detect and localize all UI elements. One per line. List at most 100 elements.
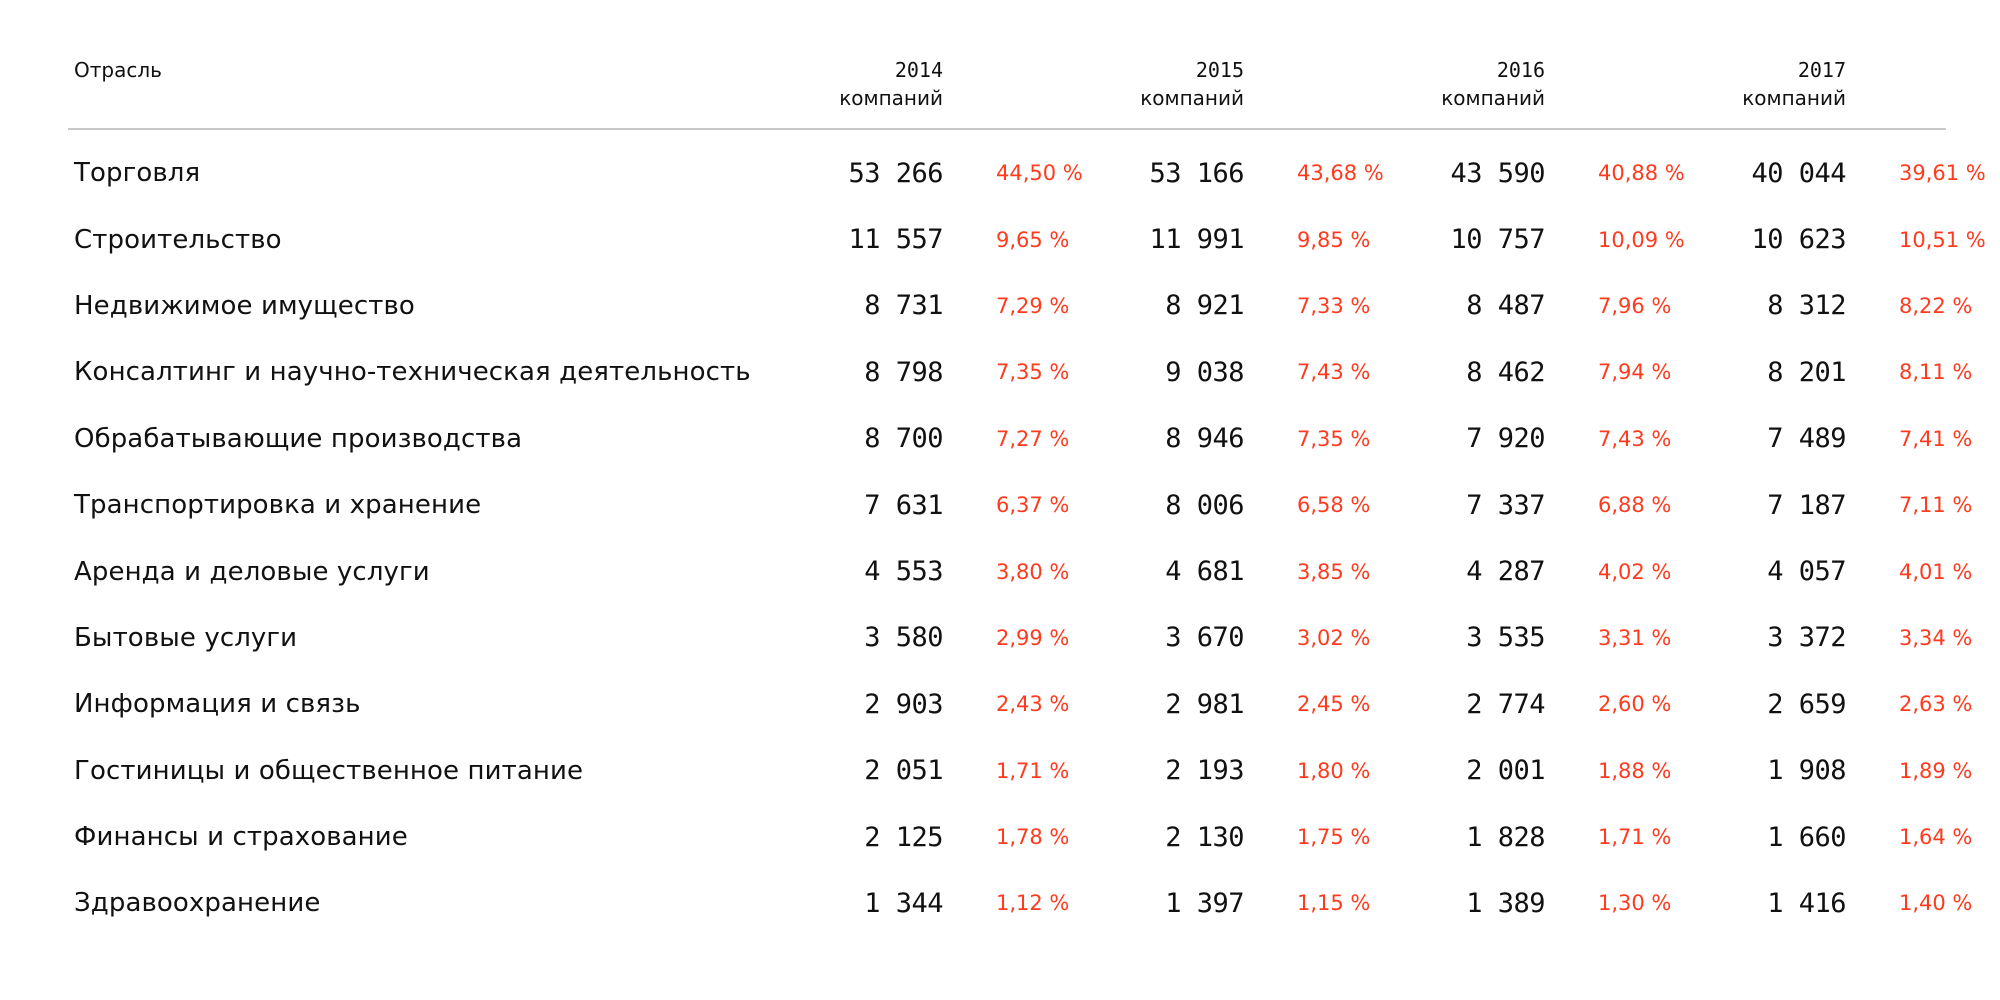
share-percent-2014: 3,80 % [996, 559, 1070, 584]
share-percent-2017: 39,61 % [1899, 161, 1986, 186]
share-percent-2015: 3,02 % [1297, 625, 1371, 650]
share-percent-2016: 10,09 % [1598, 227, 1685, 252]
table-row: Консалтинг и научно-техническая деятельн… [68, 339, 1972, 405]
share-column-header-spacer [943, 56, 1089, 128]
table-row: Недвижимое имущество 8 731 7,29 % 8 921 7,33… [68, 273, 1972, 339]
table-row: Обрабатывающие производства 8 700 7,27 % 8 … [68, 406, 1972, 472]
company-count-2017: 8 312 [1767, 290, 1846, 322]
company-count-2016: 7 920 [1466, 423, 1545, 455]
company-count-2014: 4 553 [864, 556, 943, 588]
share-percent-2017: 1,64 % [1899, 825, 1973, 850]
year-label: 2016 [1496, 58, 1545, 82]
company-count-2016: 8 487 [1466, 290, 1545, 322]
table-row: Аренда и деловые услуги 4 553 3,80 % 4 681 3… [68, 538, 1972, 604]
company-count-2017: 1 908 [1767, 755, 1846, 787]
table-row: Здравоохранение 1 344 1,12 % 1 397 1,15 % 1 3… [68, 870, 1972, 936]
share-percent-2015: 1,80 % [1297, 758, 1371, 783]
share-percent-2016: 7,94 % [1598, 360, 1672, 385]
year-label: 2014 [894, 58, 943, 82]
industry-name: Бытовые услуги [74, 622, 298, 653]
share-percent-2015: 7,43 % [1297, 360, 1371, 385]
share-percent-2016: 40,88 % [1598, 161, 1685, 186]
company-count-2015: 2 981 [1165, 688, 1244, 720]
share-percent-2014: 7,35 % [996, 360, 1070, 385]
company-count-2017: 3 372 [1767, 622, 1846, 654]
share-percent-2017: 7,11 % [1899, 493, 1973, 518]
year-label: 2015 [1195, 58, 1244, 82]
share-percent-2017: 2,63 % [1899, 692, 1973, 717]
industry-name: Консалтинг и научно-техническая деятельн… [74, 357, 751, 388]
share-percent-2017: 1,89 % [1899, 758, 1973, 783]
industry-name: Обрабатывающие производства [74, 423, 523, 454]
industry-table: Отрасль 2014 компаний 2015 компаний 2016… [68, 56, 1986, 937]
company-count-2016: 3 535 [1466, 622, 1545, 654]
share-percent-2014: 1,78 % [996, 825, 1070, 850]
share-percent-2016: 1,30 % [1598, 891, 1672, 916]
company-count-2016: 1 389 [1466, 887, 1545, 919]
industry-name: Информация и связь [74, 689, 361, 720]
share-percent-2014: 1,12 % [996, 891, 1070, 916]
industry-name: Здравоохранение [74, 888, 321, 919]
share-percent-2016: 4,02 % [1598, 559, 1672, 584]
industry-column-header: Отрасль [74, 58, 162, 82]
unit-label: компаний [1441, 86, 1545, 110]
company-count-2017: 40 044 [1751, 157, 1846, 189]
share-percent-2017: 8,11 % [1899, 360, 1973, 385]
company-count-2015: 1 397 [1165, 887, 1244, 919]
company-count-2015: 4 681 [1165, 556, 1244, 588]
year-label: 2017 [1797, 58, 1846, 82]
share-percent-2017: 10,51 % [1899, 227, 1986, 252]
share-percent-2015: 43,68 % [1297, 161, 1384, 186]
industry-name: Торговля [74, 158, 201, 189]
share-percent-2017: 3,34 % [1899, 625, 1973, 650]
share-percent-2017: 4,01 % [1899, 559, 1973, 584]
company-count-2016: 2 774 [1466, 688, 1545, 720]
share-percent-2014: 7,27 % [996, 426, 1070, 451]
company-count-2015: 8 921 [1165, 290, 1244, 322]
share-percent-2014: 9,65 % [996, 227, 1070, 252]
share-column-header-spacer [1244, 56, 1390, 128]
industry-name: Гостиницы и общественное питание [74, 755, 584, 786]
company-count-2017: 7 489 [1767, 423, 1846, 455]
table-row: Гостиницы и общественное питание 2 051 1,7… [68, 738, 1972, 804]
share-percent-2016: 1,71 % [1598, 825, 1672, 850]
company-count-2014: 7 631 [864, 489, 943, 521]
company-count-2016: 43 590 [1450, 157, 1545, 189]
table-row: Торговля 53 266 44,50 % 53 166 43,68 % 43 590… [68, 140, 1986, 206]
share-percent-2015: 9,85 % [1297, 227, 1371, 252]
industry-name: Недвижимое имущество [74, 290, 415, 321]
unit-label: компаний [1140, 86, 1244, 110]
company-count-2016: 7 337 [1466, 489, 1545, 521]
company-count-2014: 3 580 [864, 622, 943, 654]
company-count-2014: 2 125 [864, 821, 943, 853]
company-count-2015: 53 166 [1149, 157, 1244, 189]
company-count-2017: 1 416 [1767, 887, 1846, 919]
company-count-2015: 2 130 [1165, 821, 1244, 853]
company-count-2017: 8 201 [1767, 356, 1846, 388]
share-percent-2014: 44,50 % [996, 161, 1083, 186]
share-percent-2016: 6,88 % [1598, 493, 1672, 518]
share-percent-2015: 3,85 % [1297, 559, 1371, 584]
company-count-2016: 2 001 [1466, 755, 1545, 787]
share-percent-2015: 1,75 % [1297, 825, 1371, 850]
share-percent-2015: 7,35 % [1297, 426, 1371, 451]
company-count-2017: 7 187 [1767, 489, 1846, 521]
share-percent-2014: 7,29 % [996, 293, 1070, 318]
industry-name: Финансы и страхование [74, 822, 408, 853]
company-count-2016: 1 828 [1466, 821, 1545, 853]
table-row: Финансы и страхование 2 125 1,78 % 2 130 1,7… [68, 804, 1972, 870]
company-count-2016: 10 757 [1450, 224, 1545, 256]
company-count-2017: 1 660 [1767, 821, 1846, 853]
share-percent-2015: 1,15 % [1297, 891, 1371, 916]
company-count-2016: 4 287 [1466, 556, 1545, 588]
table-row: Информация и связь 2 903 2,43 % 2 981 2,45 %… [68, 671, 1972, 737]
company-count-2015: 8 946 [1165, 423, 1244, 455]
company-count-2014: 11 557 [848, 224, 943, 256]
share-percent-2016: 2,60 % [1598, 692, 1672, 717]
share-column-header-spacer [1846, 56, 2000, 128]
industry-name: Транспортировка и хранение [74, 490, 482, 521]
share-percent-2017: 1,40 % [1899, 891, 1973, 916]
company-count-2015: 9 038 [1165, 356, 1244, 388]
share-percent-2015: 6,58 % [1297, 493, 1371, 518]
industry-name: Аренда и деловые услуги [74, 556, 430, 587]
